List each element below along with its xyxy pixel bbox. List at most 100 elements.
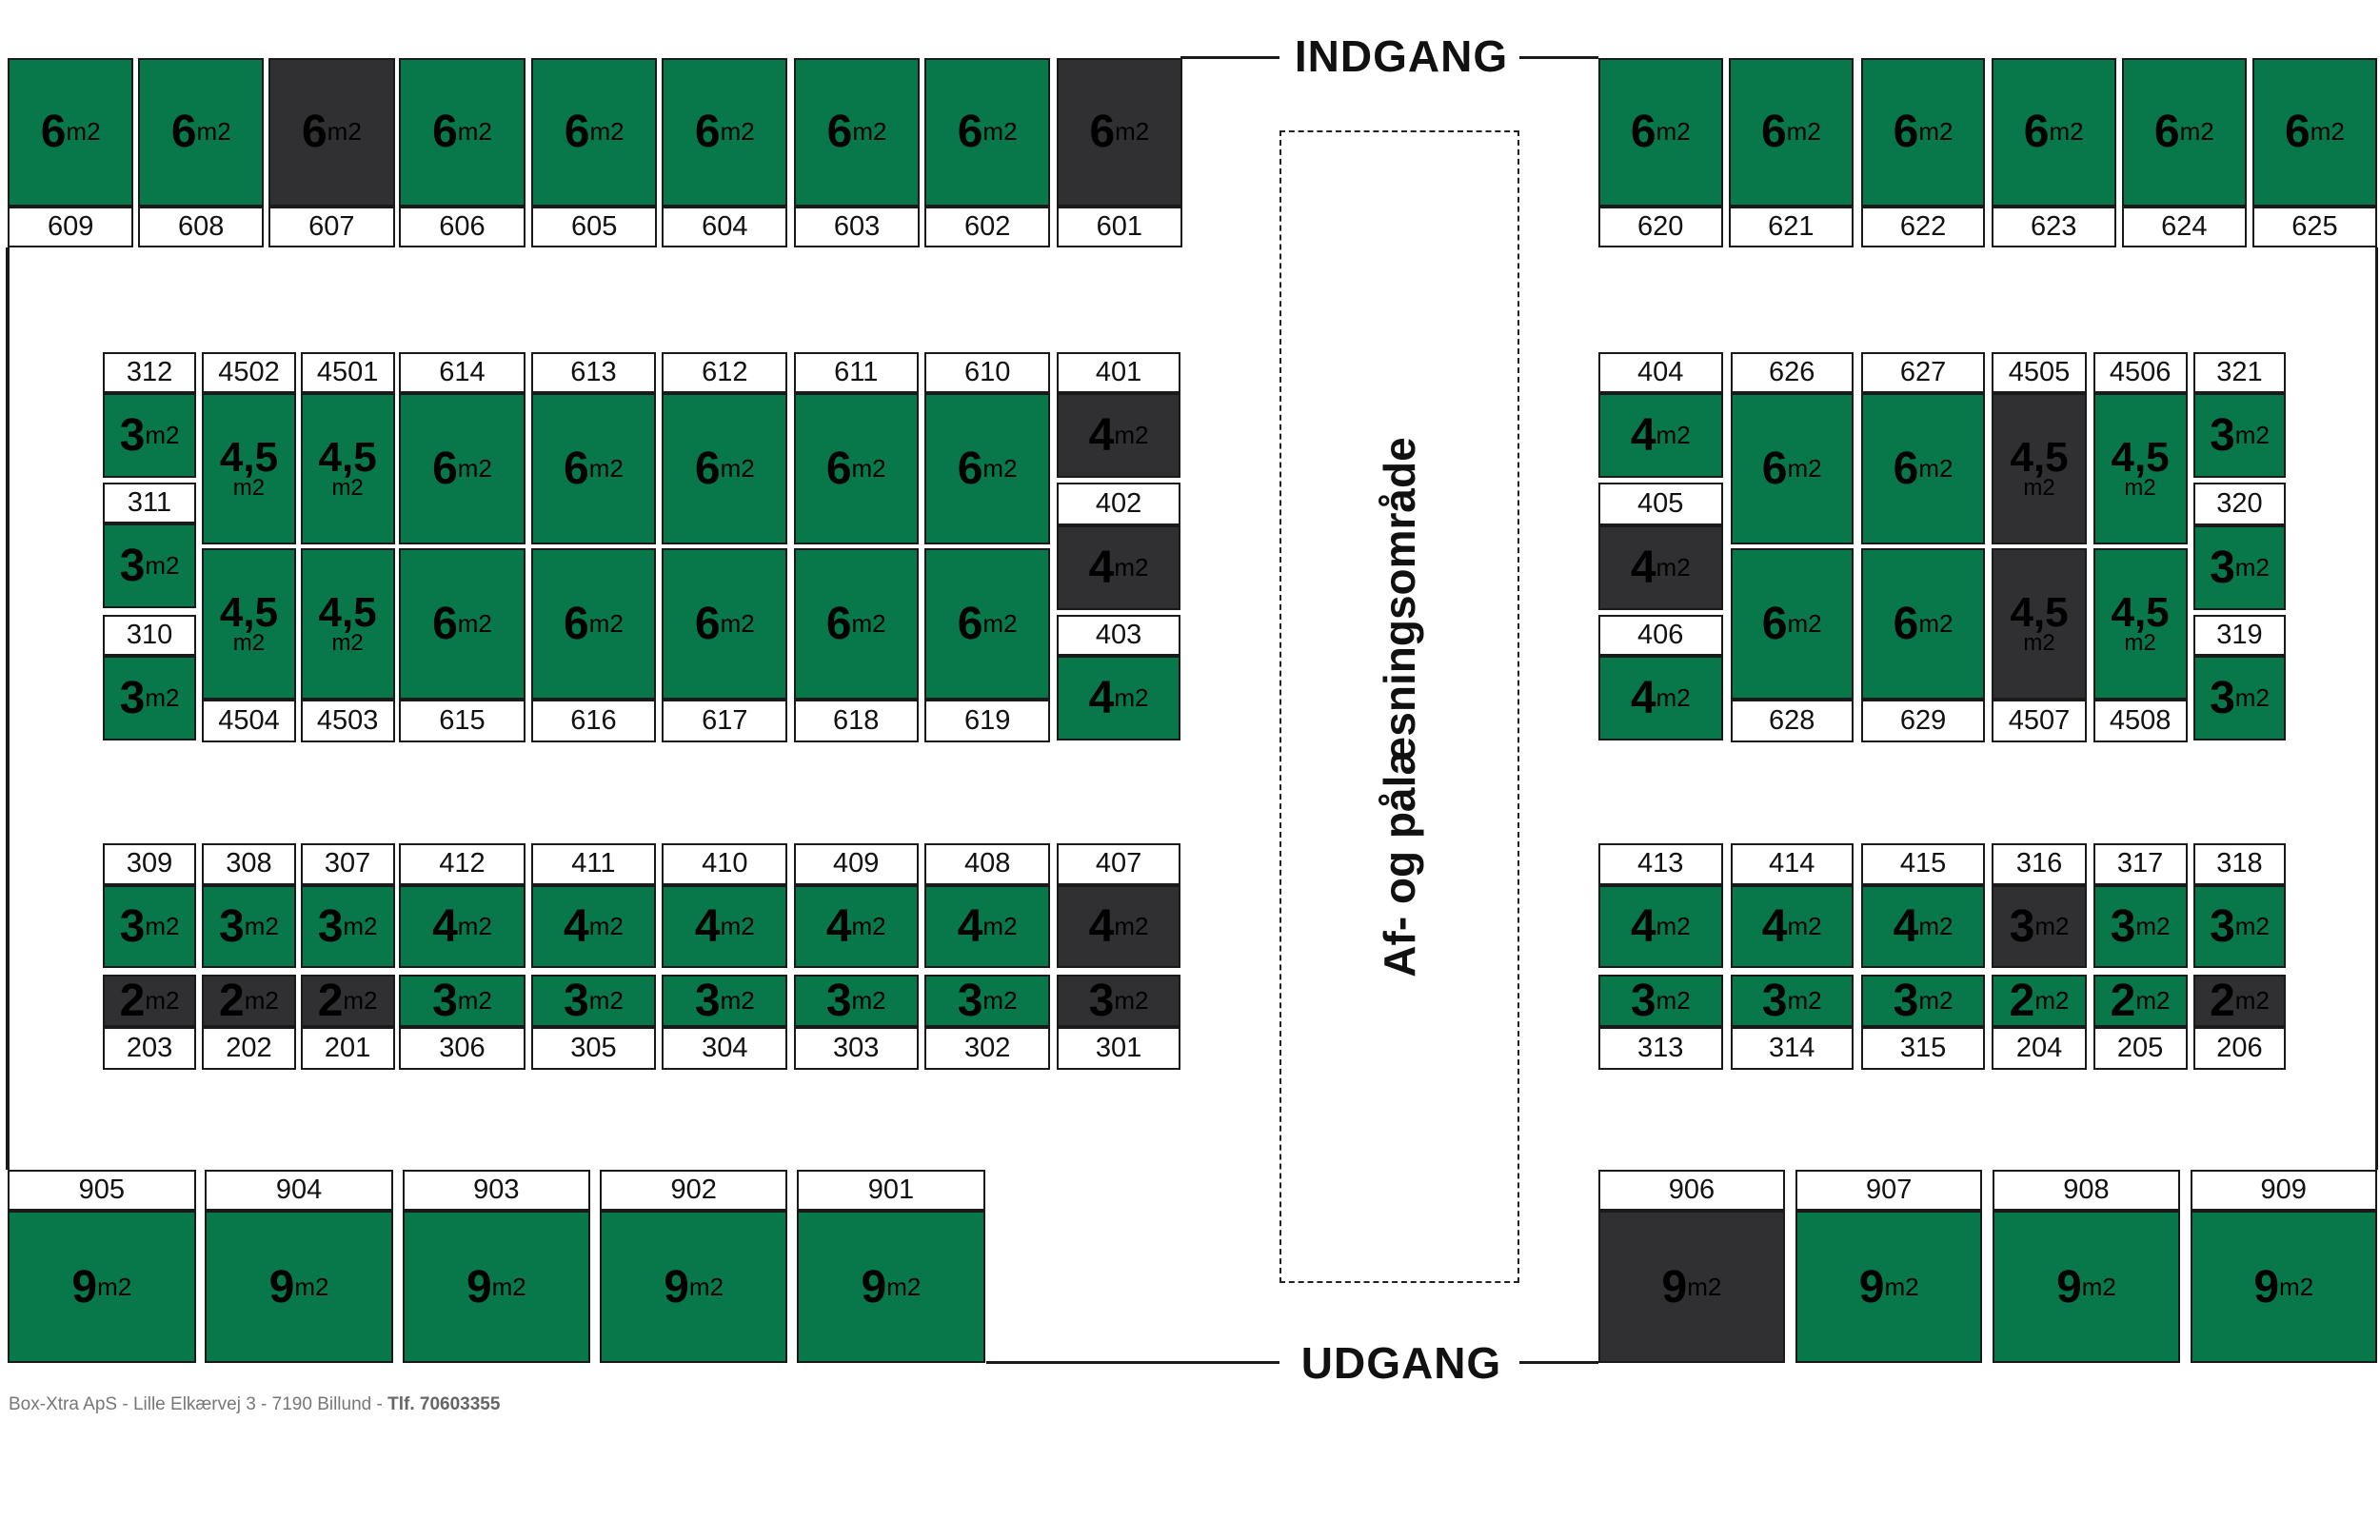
unit-size: 3 xyxy=(317,900,344,952)
storage-unit-627[interactable]: 6 m2 627 xyxy=(1860,351,1986,545)
storage-unit-905[interactable]: 9 m2 905 xyxy=(7,1170,196,1363)
storage-unit-309[interactable]: 3 m2 309 xyxy=(103,843,196,969)
unit-suffix: m2 xyxy=(457,454,492,484)
storage-unit-601[interactable]: 6 m2 601 xyxy=(1056,57,1183,247)
storage-unit-611[interactable]: 6 m2 611 xyxy=(793,351,919,545)
storage-unit-312[interactable]: 3 m2 312 xyxy=(103,351,196,479)
storage-unit-625[interactable]: 6 m2 625 xyxy=(2252,57,2377,247)
storage-unit-619[interactable]: 6 m2 619 xyxy=(923,547,1051,742)
storage-unit-406[interactable]: 4 m2 406 xyxy=(1597,614,1723,741)
storage-unit-202[interactable]: 2 m2 202 xyxy=(202,974,296,1071)
storage-unit-401[interactable]: 4 m2 401 xyxy=(1056,351,1181,479)
storage-unit-628[interactable]: 6 m2 628 xyxy=(1730,547,1854,742)
unit-suffix: m2 xyxy=(1114,911,1149,940)
storage-unit-205[interactable]: 2 m2 205 xyxy=(2092,974,2188,1071)
storage-unit-308[interactable]: 3 m2 308 xyxy=(202,843,296,969)
storage-unit-603[interactable]: 6 m2 603 xyxy=(793,57,921,247)
storage-unit-908[interactable]: 9 m2 908 xyxy=(1993,1170,2180,1363)
storage-unit-315[interactable]: 3 m2 315 xyxy=(1860,974,1986,1071)
storage-unit-907[interactable]: 9 m2 907 xyxy=(1795,1170,1983,1363)
storage-unit-901[interactable]: 9 m2 901 xyxy=(797,1170,985,1363)
storage-unit-902[interactable]: 9 m2 902 xyxy=(599,1170,788,1363)
storage-unit-403[interactable]: 4 m2 403 xyxy=(1056,614,1181,741)
storage-unit-618[interactable]: 6 m2 618 xyxy=(793,547,919,742)
storage-unit-414[interactable]: 4 m2 414 xyxy=(1730,843,1854,969)
storage-unit-318[interactable]: 3 m2 318 xyxy=(2192,843,2287,969)
storage-unit-303[interactable]: 3 m2 303 xyxy=(793,974,919,1071)
unit-suffix: m2 xyxy=(2124,629,2156,656)
storage-unit-4505[interactable]: 4,5 m2 4505 xyxy=(1991,351,2088,545)
storage-unit-302[interactable]: 3 m2 302 xyxy=(923,974,1051,1071)
storage-unit-204[interactable]: 2 m2 204 xyxy=(1991,974,2088,1071)
storage-unit-626[interactable]: 6 m2 626 xyxy=(1730,351,1854,545)
storage-unit-313[interactable]: 3 m2 313 xyxy=(1597,974,1723,1071)
storage-unit-605[interactable]: 6 m2 605 xyxy=(531,57,658,247)
storage-unit-602[interactable]: 6 m2 602 xyxy=(923,57,1051,247)
storage-unit-413[interactable]: 4 m2 413 xyxy=(1597,843,1723,969)
storage-unit-904[interactable]: 9 m2 904 xyxy=(205,1170,393,1363)
storage-unit-321[interactable]: 3 m2 321 xyxy=(2192,351,2287,479)
storage-unit-304[interactable]: 3 m2 304 xyxy=(662,974,788,1071)
storage-unit-408[interactable]: 4 m2 408 xyxy=(923,843,1051,969)
storage-unit-903[interactable]: 9 m2 903 xyxy=(402,1170,591,1363)
storage-unit-621[interactable]: 6 m2 621 xyxy=(1729,57,1854,247)
storage-unit-201[interactable]: 2 m2 201 xyxy=(300,974,395,1071)
storage-unit-310[interactable]: 3 m2 310 xyxy=(103,614,196,741)
storage-unit-629[interactable]: 6 m2 629 xyxy=(1860,547,1986,742)
storage-unit-415[interactable]: 4 m2 415 xyxy=(1860,843,1986,969)
unit-number: 309 xyxy=(103,843,196,885)
storage-unit-203[interactable]: 2 m2 203 xyxy=(103,974,196,1071)
storage-unit-4503[interactable]: 4,5 m2 4503 xyxy=(300,547,395,742)
unit-size: 6 xyxy=(1089,107,1116,158)
storage-unit-409[interactable]: 4 m2 409 xyxy=(793,843,919,969)
storage-unit-613[interactable]: 6 m2 613 xyxy=(531,351,656,545)
storage-unit-311[interactable]: 3 m2 311 xyxy=(103,483,196,609)
storage-unit-623[interactable]: 6 m2 623 xyxy=(1991,57,2116,247)
unit-size: 6 xyxy=(564,107,590,158)
storage-unit-405[interactable]: 4 m2 405 xyxy=(1597,483,1723,610)
storage-unit-314[interactable]: 3 m2 314 xyxy=(1730,974,1854,1071)
storage-unit-4508[interactable]: 4,5 m2 4508 xyxy=(2092,547,2188,742)
storage-unit-412[interactable]: 4 m2 412 xyxy=(399,843,526,969)
storage-unit-606[interactable]: 6 m2 606 xyxy=(399,57,526,247)
storage-unit-612[interactable]: 6 m2 612 xyxy=(662,351,788,545)
storage-unit-301[interactable]: 3 m2 301 xyxy=(1056,974,1181,1071)
storage-unit-317[interactable]: 3 m2 317 xyxy=(2092,843,2188,969)
unit-suffix: m2 xyxy=(589,117,625,147)
storage-unit-4504[interactable]: 4,5 m2 4504 xyxy=(202,547,296,742)
storage-unit-620[interactable]: 6 m2 620 xyxy=(1597,57,1723,247)
storage-unit-909[interactable]: 9 m2 909 xyxy=(2190,1170,2377,1363)
storage-unit-615[interactable]: 6 m2 615 xyxy=(399,547,526,742)
storage-unit-307[interactable]: 3 m2 307 xyxy=(300,843,395,969)
unit-number: 410 xyxy=(662,843,788,885)
unit-size-area: 3 m2 xyxy=(300,884,395,969)
storage-unit-4506[interactable]: 4,5 m2 4506 xyxy=(2092,351,2188,545)
storage-unit-610[interactable]: 6 m2 610 xyxy=(923,351,1051,545)
storage-unit-906[interactable]: 9 m2 906 xyxy=(1597,1170,1785,1363)
storage-unit-609[interactable]: 6 m2 609 xyxy=(7,57,134,247)
storage-unit-206[interactable]: 2 m2 206 xyxy=(2192,974,2287,1071)
storage-unit-4502[interactable]: 4,5 m2 4502 xyxy=(202,351,296,545)
storage-unit-320[interactable]: 3 m2 320 xyxy=(2192,483,2287,610)
storage-unit-410[interactable]: 4 m2 410 xyxy=(662,843,788,969)
storage-unit-614[interactable]: 6 m2 614 xyxy=(399,351,526,545)
storage-unit-607[interactable]: 6 m2 607 xyxy=(268,57,395,247)
storage-unit-616[interactable]: 6 m2 616 xyxy=(531,547,656,742)
storage-unit-306[interactable]: 3 m2 306 xyxy=(399,974,526,1071)
storage-unit-411[interactable]: 4 m2 411 xyxy=(531,843,656,969)
storage-unit-319[interactable]: 3 m2 319 xyxy=(2192,614,2287,741)
unit-size: 6 xyxy=(1630,107,1656,158)
storage-unit-622[interactable]: 6 m2 622 xyxy=(1860,57,1986,247)
storage-unit-316[interactable]: 3 m2 316 xyxy=(1991,843,2088,969)
storage-unit-617[interactable]: 6 m2 617 xyxy=(662,547,788,742)
storage-unit-407[interactable]: 4 m2 407 xyxy=(1056,843,1181,969)
unit-size-area: 4 m2 xyxy=(1597,524,1723,610)
storage-unit-402[interactable]: 4 m2 402 xyxy=(1056,483,1181,610)
storage-unit-404[interactable]: 4 m2 404 xyxy=(1597,351,1723,479)
storage-unit-604[interactable]: 6 m2 604 xyxy=(662,57,788,247)
storage-unit-4501[interactable]: 4,5 m2 4501 xyxy=(300,351,395,545)
storage-unit-608[interactable]: 6 m2 608 xyxy=(138,57,265,247)
storage-unit-305[interactable]: 3 m2 305 xyxy=(531,974,656,1071)
storage-unit-4507[interactable]: 4,5 m2 4507 xyxy=(1991,547,2088,742)
storage-unit-624[interactable]: 6 m2 624 xyxy=(2121,57,2247,247)
